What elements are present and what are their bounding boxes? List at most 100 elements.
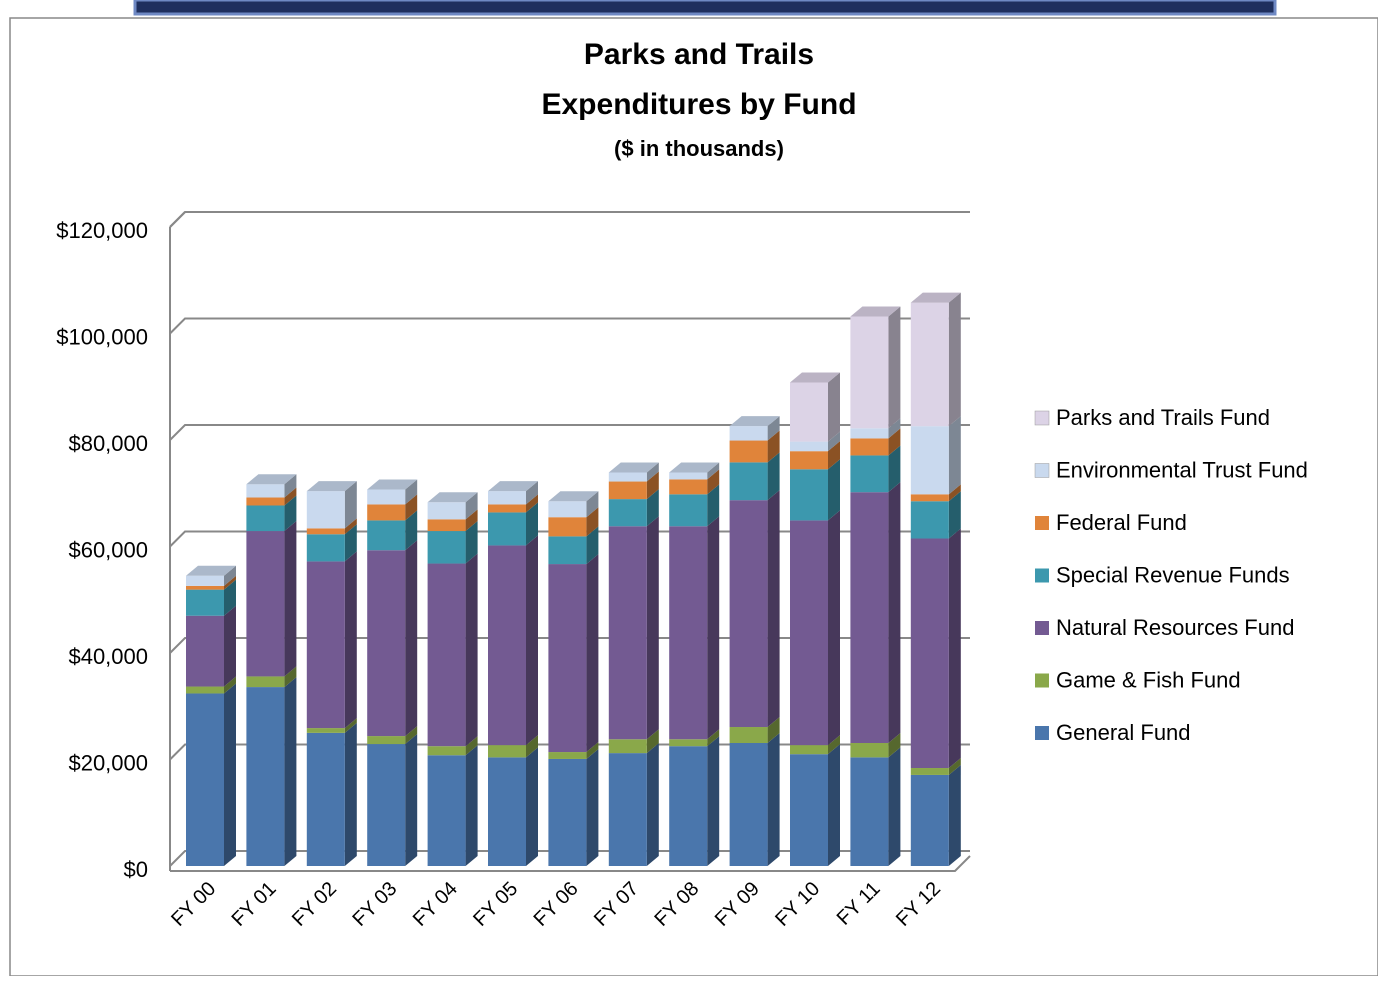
bar-segment bbox=[186, 693, 224, 866]
bar-top bbox=[548, 491, 599, 502]
bar-segment bbox=[729, 727, 768, 743]
bar-side bbox=[405, 479, 418, 505]
bar-segment bbox=[669, 526, 708, 740]
bar-side bbox=[586, 526, 599, 565]
bar-segment bbox=[608, 481, 647, 500]
bar-segment bbox=[910, 501, 949, 539]
legend-swatch bbox=[1035, 726, 1049, 740]
bar-segment bbox=[548, 501, 587, 518]
x-tick-label: FY 04 bbox=[409, 878, 462, 931]
legend-swatch bbox=[1034, 463, 1050, 478]
bar-side bbox=[707, 469, 720, 495]
bar-segment bbox=[186, 686, 224, 694]
bar-segment bbox=[608, 499, 647, 527]
bar-segment bbox=[850, 438, 889, 456]
bar-side bbox=[284, 521, 297, 677]
chart-annotation: ($ in thousands) bbox=[614, 136, 784, 161]
bar-side bbox=[828, 735, 840, 755]
bar-side bbox=[828, 744, 840, 866]
bar-side bbox=[888, 482, 901, 743]
bar-side bbox=[344, 481, 357, 529]
bar-side bbox=[888, 418, 901, 439]
bar-side bbox=[828, 459, 840, 521]
bar-segment bbox=[910, 426, 949, 495]
bar-side bbox=[646, 743, 659, 866]
bar-segment bbox=[790, 382, 828, 442]
bar-side bbox=[828, 441, 840, 470]
y-tick-label: $0 bbox=[124, 857, 148, 882]
x-tick-label: FY 12 bbox=[892, 878, 945, 931]
legend-label: Game & Fish Fund bbox=[1056, 667, 1241, 692]
bar-segment bbox=[850, 757, 889, 866]
bar-side bbox=[224, 579, 236, 616]
bar-side bbox=[707, 729, 720, 747]
bar-segment bbox=[367, 504, 406, 521]
bar-side bbox=[405, 494, 418, 521]
bar-top bbox=[306, 481, 357, 492]
bar-side bbox=[828, 372, 840, 442]
bar-side bbox=[526, 494, 538, 513]
bar-segment bbox=[246, 687, 285, 866]
y-tick-label: $20,000 bbox=[68, 750, 148, 775]
bar-top bbox=[608, 462, 659, 473]
bar-side bbox=[707, 516, 720, 740]
bar-segment bbox=[608, 526, 647, 740]
bar-segment bbox=[548, 536, 587, 565]
x-tick-label: FY 05 bbox=[469, 878, 522, 931]
bar-top bbox=[186, 565, 236, 576]
bar-side bbox=[284, 666, 297, 688]
bar-side bbox=[828, 431, 840, 452]
bar-segment bbox=[306, 491, 345, 529]
bar-side bbox=[465, 492, 478, 520]
bar-segment bbox=[186, 615, 224, 687]
bar-segment bbox=[790, 520, 828, 746]
bar-top bbox=[367, 479, 418, 490]
bar-segment bbox=[790, 754, 828, 866]
bar-segment bbox=[790, 451, 828, 470]
legend-label: Natural Resources Fund bbox=[1056, 615, 1294, 640]
x-tick-label: FY 09 bbox=[711, 878, 764, 931]
bar-top bbox=[427, 492, 478, 503]
bar-top bbox=[669, 462, 720, 473]
header-band bbox=[133, 0, 1277, 16]
bar-side bbox=[948, 292, 961, 427]
bar-segment bbox=[910, 538, 949, 769]
bar-segment bbox=[669, 472, 708, 480]
y-tick-label: $100,000 bbox=[56, 324, 148, 349]
bar-segment bbox=[488, 545, 526, 746]
bar-segment bbox=[548, 517, 587, 537]
bar-segment bbox=[306, 728, 345, 733]
bar-side bbox=[405, 734, 418, 866]
bar-side bbox=[465, 553, 478, 747]
x-tick-label: FY 03 bbox=[348, 878, 401, 931]
bar-segment bbox=[850, 742, 889, 758]
bar-side bbox=[284, 677, 297, 866]
bar-side bbox=[284, 474, 297, 498]
chart-title: Parks and Trails bbox=[584, 38, 814, 71]
bar-side bbox=[224, 605, 236, 687]
bar-side bbox=[586, 554, 599, 753]
bar-segment bbox=[548, 564, 587, 753]
bar-side bbox=[405, 540, 418, 737]
floor-edge bbox=[170, 855, 971, 872]
bar-segment bbox=[427, 563, 466, 747]
bar-side bbox=[405, 726, 418, 745]
bar-side bbox=[344, 518, 357, 535]
legend-label: Special Revenue Funds bbox=[1056, 562, 1290, 587]
legend-swatch bbox=[1034, 410, 1050, 426]
bar-side bbox=[526, 502, 538, 546]
legend-label: Parks and Trails Fund bbox=[1056, 405, 1270, 430]
bar-side bbox=[344, 722, 357, 866]
bar-side bbox=[646, 471, 659, 500]
y-tick-label: $120,000 bbox=[56, 218, 148, 243]
bar-segment bbox=[910, 494, 949, 502]
bar-segment bbox=[850, 492, 889, 743]
y-tick-label: $80,000 bbox=[68, 431, 148, 456]
bar-side bbox=[888, 747, 901, 866]
bar-side bbox=[948, 484, 961, 502]
bar-segment bbox=[246, 497, 285, 506]
bar-segment bbox=[306, 732, 345, 866]
bar-side bbox=[767, 490, 780, 728]
bar-segment bbox=[488, 512, 526, 546]
